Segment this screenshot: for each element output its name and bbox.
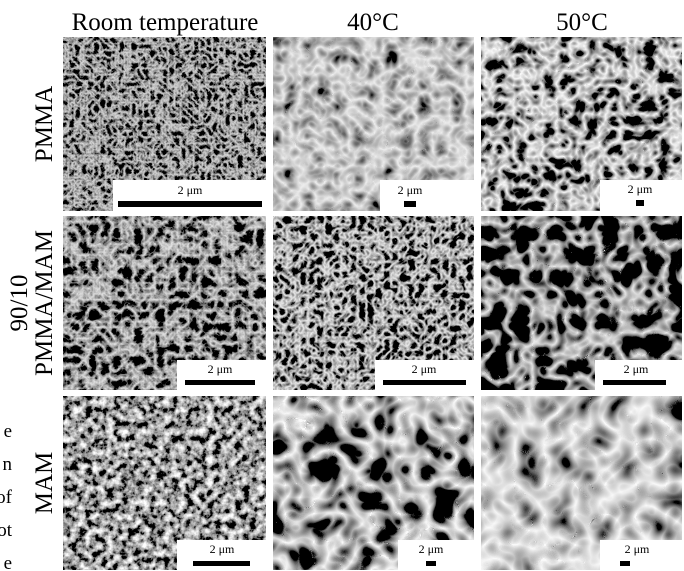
edge-text: e	[4, 421, 12, 442]
scale-bar	[383, 380, 466, 385]
scale-bar	[185, 380, 255, 385]
scale-bar	[636, 200, 644, 206]
scale-bar	[603, 380, 666, 385]
scale-label: 2 μm	[628, 182, 653, 196]
scale-bar	[426, 561, 436, 566]
edge-text: of	[0, 487, 13, 508]
scale-label: 2 μm	[412, 362, 437, 376]
column-header: 40°C	[347, 9, 399, 36]
scale-label: 2 μm	[208, 362, 233, 376]
row-label: PMMA	[31, 86, 58, 162]
column-header: 50°C	[556, 9, 608, 36]
row-label: 90/10	[6, 275, 33, 332]
scale-label: 2 μm	[210, 542, 235, 556]
row-label: PMMA/MAM	[31, 230, 58, 376]
scale-label: 2 μm	[624, 362, 649, 376]
page: {"column_headers": ["Room temperature", …	[0, 0, 684, 571]
row-label: MAM	[31, 452, 58, 515]
scale-bar	[404, 201, 416, 207]
scale-box	[380, 180, 474, 211]
scale-label: 2 μm	[178, 183, 203, 197]
scale-label: 2 μm	[419, 542, 444, 556]
edge-text: ot	[0, 520, 13, 541]
scale-label: 2 μm	[398, 183, 423, 197]
figure: Room temperature 40°C 50°C PMMA 90/10 PM…	[0, 0, 684, 571]
scale-bar	[193, 561, 250, 566]
scale-bar	[118, 201, 262, 207]
scale-bar	[620, 561, 630, 566]
column-header: Room temperature	[72, 9, 259, 36]
edge-text: n	[3, 454, 13, 475]
scale-label: 2 μm	[625, 542, 650, 556]
edge-text: e	[4, 553, 12, 571]
